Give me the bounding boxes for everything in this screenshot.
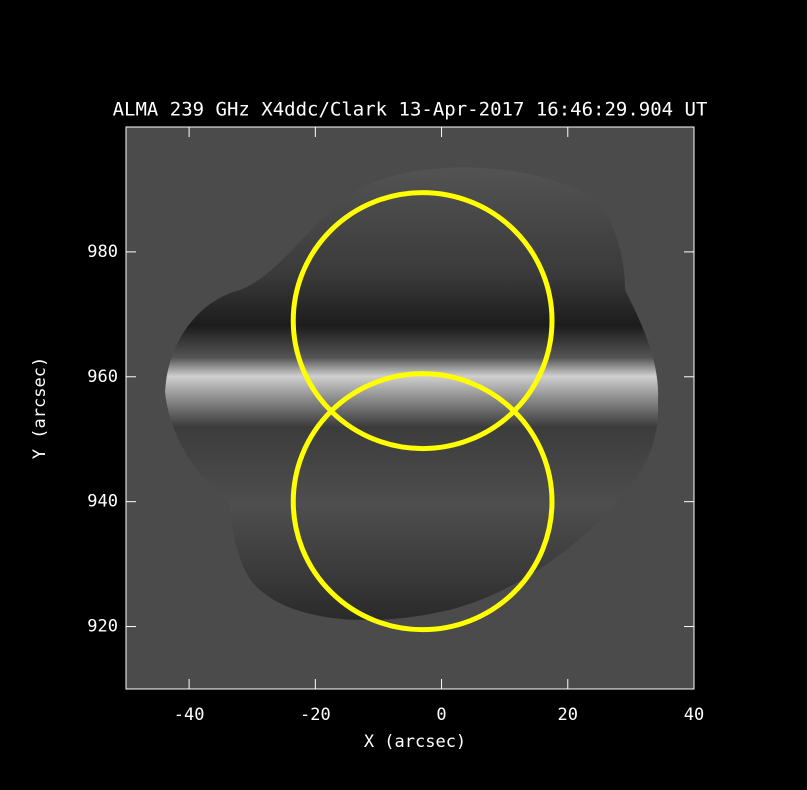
- x-tick-label: 40: [684, 705, 704, 725]
- chart-title: ALMA 239 GHz X4ddc/Clark 13-Apr-2017 16:…: [113, 99, 708, 121]
- x-tick-label: 20: [558, 705, 578, 725]
- y-axis-label: Y (arcsec): [30, 357, 50, 459]
- y-tick-label: 920: [87, 617, 118, 637]
- chart: ALMA 239 GHz X4ddc/Clark 13-Apr-2017 16:…: [0, 0, 807, 790]
- plot-area: [126, 127, 694, 689]
- y-tick-label: 980: [87, 242, 118, 262]
- x-tick-label: -20: [300, 705, 331, 725]
- y-tick-label: 940: [87, 492, 118, 512]
- x-axis-label: X (arcsec): [364, 732, 466, 752]
- x-tick-label: 0: [436, 705, 446, 725]
- y-tick-label: 960: [87, 367, 118, 387]
- x-tick-label: -40: [174, 705, 205, 725]
